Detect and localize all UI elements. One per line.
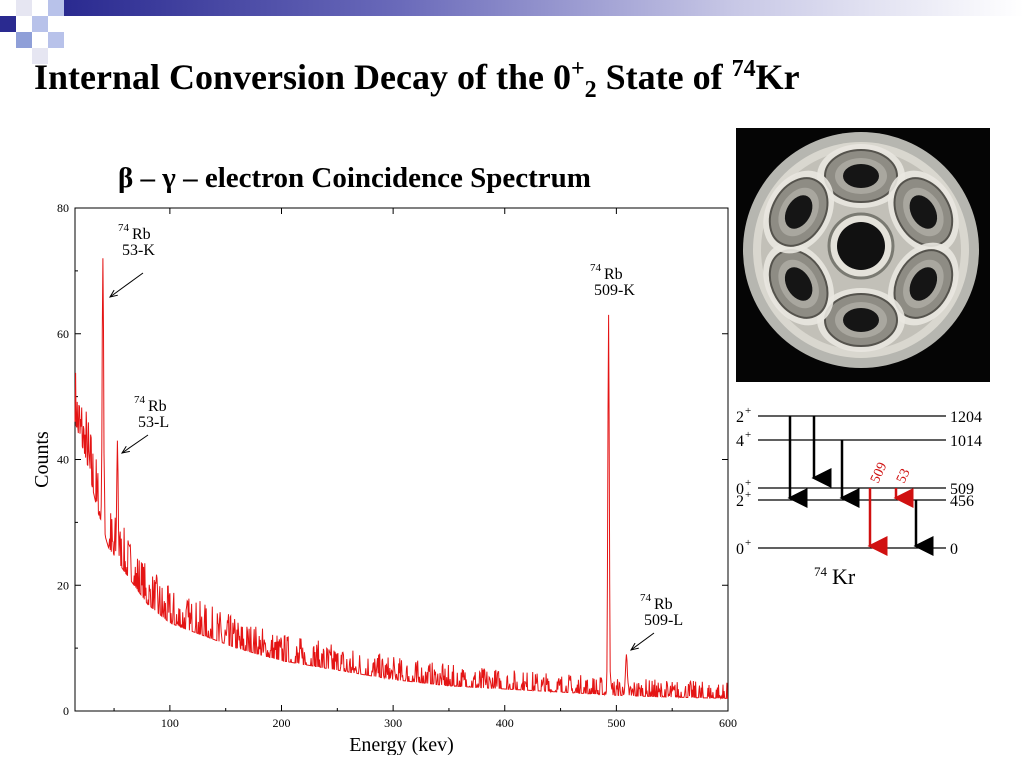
annotation-arrow: [109, 272, 144, 298]
y-tick-label: 80: [57, 201, 69, 215]
annotation-arrowhead: [120, 445, 130, 454]
spectrum-title: β – γ – electron Coincidence Spectrum: [118, 162, 591, 194]
level-spin: 0: [736, 541, 744, 558]
detector-port: [887, 242, 959, 326]
level-parity: +: [745, 489, 751, 501]
energy-level: 0 +0: [736, 537, 958, 558]
x-tick-label: 400: [496, 716, 514, 730]
x-tick-label: 200: [273, 716, 291, 730]
decorative-header-strip: [0, 0, 1024, 64]
level-energy: 1014: [950, 433, 982, 450]
detector-port: [887, 170, 959, 254]
annotation-line: 53-K: [122, 242, 155, 259]
annotation-mass: 74: [590, 262, 602, 274]
x-tick-label: 500: [607, 716, 625, 730]
level-spin: 2: [736, 493, 744, 510]
title-isotope-element: Kr: [755, 57, 800, 97]
annotation-element: Rb: [132, 226, 151, 243]
detector-port: [763, 242, 835, 326]
x-tick-label: 600: [719, 716, 737, 730]
level-parity: +: [745, 405, 751, 417]
spectrum-chart: 0 20 40 60 80 100 200 300 400 500 600 Energy (kev) C…: [31, 201, 737, 755]
title-main: Internal Conversion Decay of the 0: [34, 57, 571, 97]
detector-port: [817, 288, 905, 352]
transition-label-509: 509: [868, 460, 890, 485]
annotation-arrow: [121, 434, 149, 454]
level-spin: 0: [736, 481, 744, 498]
annotation-element: Rb: [654, 596, 673, 613]
y-tick-label: 60: [57, 327, 69, 341]
level-parity: +: [745, 537, 751, 549]
level-spin: 4: [736, 433, 744, 450]
decorative-squares-graphic: [0, 0, 1024, 64]
x-axis-label: Energy (kev): [349, 734, 454, 755]
spectrum-line: [74, 258, 728, 700]
annotation-line: 53-L: [138, 414, 169, 431]
energy-level: 4 +1014: [736, 429, 982, 450]
y-axis-label: Counts: [31, 431, 53, 488]
title-isotope-mass: 74: [731, 56, 756, 82]
x-tick-label: 300: [384, 716, 402, 730]
annotation-line: 509-K: [594, 282, 635, 299]
y-tick-label: 0: [63, 704, 69, 718]
detector-photo: [736, 128, 990, 382]
annotation-arrow: [630, 632, 655, 651]
energy-level: 0 +509: [736, 477, 974, 498]
nucleus-mass: 74: [814, 564, 828, 579]
title-mid: State of: [596, 57, 732, 97]
annotation-element: Rb: [604, 266, 623, 283]
level-parity: +: [745, 477, 751, 489]
level-spin: 2: [736, 409, 744, 426]
y-tick-label: 20: [57, 578, 69, 592]
detector-port: [817, 144, 905, 208]
y-tick-label: 40: [57, 453, 69, 467]
annotation-mass: 74: [118, 222, 130, 234]
title-superscript: +: [570, 56, 585, 82]
nucleus-symbol: Kr: [832, 564, 856, 589]
energy-level: 2 +1204: [736, 405, 982, 426]
level-energy: 1204: [950, 409, 982, 426]
detector-port: [763, 170, 835, 254]
annotation-mass: 74: [640, 592, 652, 604]
level-energy: 509: [950, 481, 974, 498]
energy-level: 2 +456: [736, 489, 974, 510]
slide-title: Internal Conversion Decay of the 0+2 Sta…: [34, 56, 800, 104]
level-parity: +: [745, 429, 751, 441]
x-tick-label: 100: [161, 716, 179, 730]
title-subscript: 2: [584, 77, 597, 104]
annotation-element: Rb: [148, 398, 167, 415]
annotation-arrowhead: [629, 642, 639, 651]
level-energy: 0: [950, 541, 958, 558]
level-energy: 456: [950, 493, 974, 510]
transition-label-53: 53: [894, 467, 914, 486]
annotation-arrowhead: [108, 289, 118, 298]
annotation-mass: 74: [134, 394, 146, 406]
annotation-line: 509-L: [644, 612, 683, 629]
